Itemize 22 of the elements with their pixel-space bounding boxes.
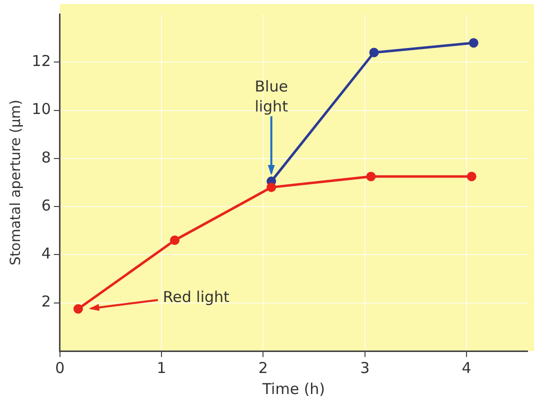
point	[266, 182, 276, 192]
point	[466, 172, 476, 182]
x-tick-label: 1	[156, 358, 166, 377]
point	[468, 38, 478, 48]
x-axis-title: Time (h)	[261, 380, 326, 398]
x-tick-label: 0	[55, 358, 65, 377]
annotation: Blue light	[254, 77, 288, 116]
annotation: Red light	[162, 288, 230, 306]
y-tick-label: 10	[32, 100, 51, 118]
point	[170, 236, 180, 246]
point	[369, 48, 379, 58]
x-tick-label: 2	[258, 358, 268, 377]
y-tick-label: 4	[41, 244, 51, 263]
point	[73, 304, 83, 314]
x-tick-label: 4	[462, 358, 472, 377]
point	[366, 172, 376, 182]
y-tick-label: 8	[41, 148, 51, 166]
y-tick-label: 2	[41, 292, 51, 311]
x-tick-label: 3	[360, 358, 370, 377]
y-tick-label: 12	[32, 52, 51, 70]
y-axis-title: Stomatal aperture (µm)	[8, 100, 24, 266]
y-tick-label: 6	[41, 196, 51, 214]
